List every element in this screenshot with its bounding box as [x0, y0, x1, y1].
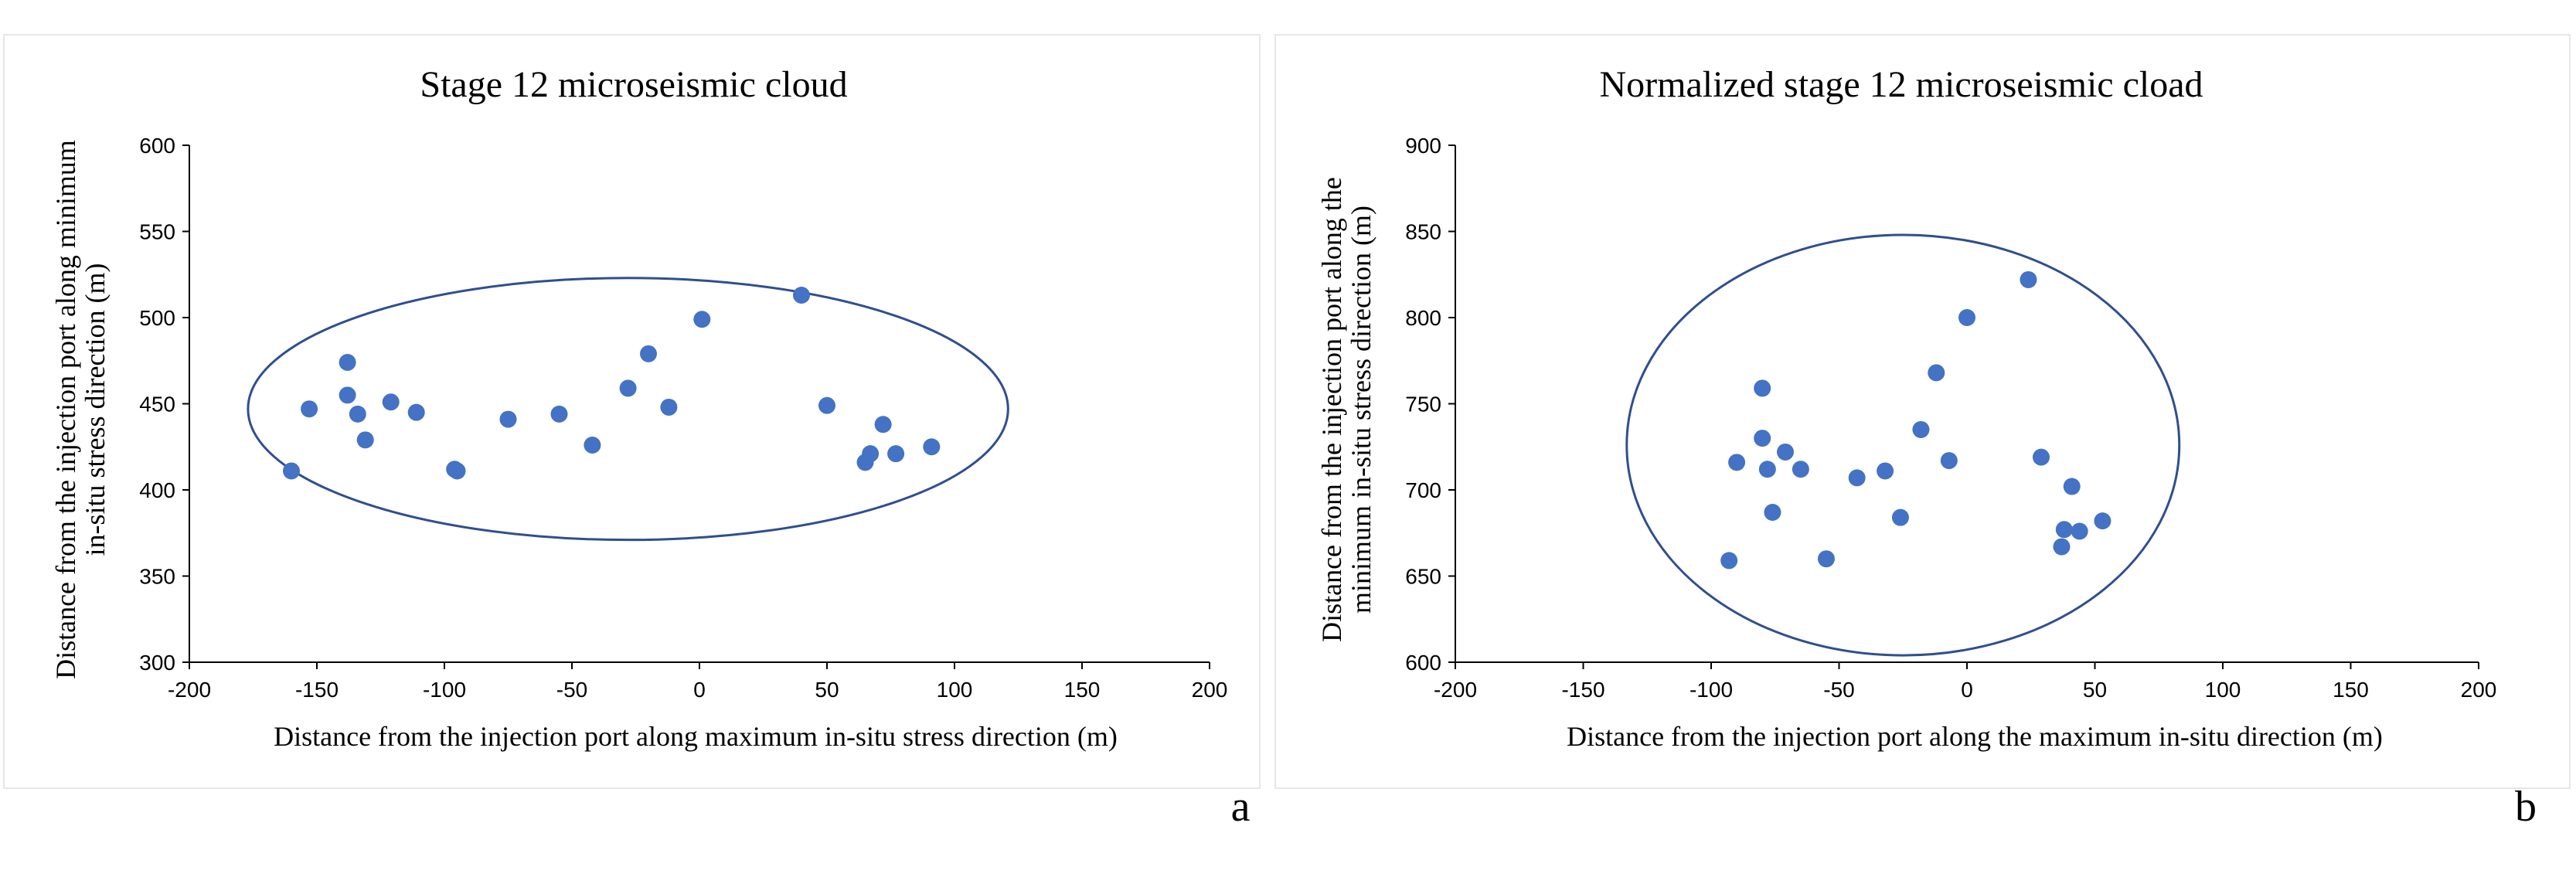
panel-b-data-point — [1776, 443, 1794, 461]
panel-b-x-tick-label: 50 — [2083, 678, 2107, 702]
panel-a-x-tick-label: -50 — [556, 678, 587, 702]
panel-b-data-point — [1891, 508, 1909, 526]
panel-a-x-tick-label: 0 — [693, 678, 706, 702]
panel-b-x-axis-title: Distance from the injection port along t… — [1567, 721, 2383, 752]
panel-a-y-tick-label: 450 — [139, 393, 175, 416]
panel-b-y-axis-title-line-1: Distance from the injection port along t… — [1316, 177, 1347, 642]
panel-a-data-point — [339, 353, 356, 371]
panel-b-x-tick-label: -100 — [1690, 678, 1733, 702]
panel-b-y-tick-label: 750 — [1405, 393, 1441, 416]
panel-b-data-point — [1940, 452, 1958, 470]
panel-b-chart: Normalized stage 12 microseismic cload D… — [1316, 64, 2537, 831]
panel-a-data-point — [923, 438, 941, 456]
panel-b-x-tick-label: -50 — [1823, 678, 1854, 702]
panel-a-data-point — [862, 445, 880, 463]
panel-b-data-point — [2094, 512, 2112, 530]
panel-a-frame — [3, 34, 1261, 789]
panel-b-x-tick-label: -150 — [1561, 678, 1604, 702]
panel-a-x-tick-label: -200 — [168, 678, 211, 702]
panel-a-x-tick-label: -150 — [295, 678, 339, 702]
panel-b-x-tick-label: 100 — [2205, 678, 2241, 702]
panel-b-data-point — [1754, 430, 1771, 447]
panel-b-y-tick-label: 850 — [1405, 220, 1441, 244]
panel-a-plot-area: 300 350 400 450 500 550 600 -200 -150 -100 -50 0 50 1… — [139, 134, 1227, 702]
panel-a-data-point — [693, 311, 711, 328]
panel-b-data-point — [2055, 521, 2073, 539]
panel-a-data-point — [793, 287, 810, 304]
panel-b-data-point — [1728, 454, 1746, 471]
panel-b-data-point — [2071, 522, 2088, 540]
panel-b-x-tick-label: 0 — [1961, 678, 1973, 702]
panel-a-data-point — [640, 345, 657, 362]
panel-b-data-point — [1817, 550, 1835, 568]
panel-b-plot-area: 600 650 700 750 800 850 900 -200 -150 -100 -50 0 50 1… — [1405, 134, 2496, 702]
panel-b-fit-circle — [1625, 233, 2181, 657]
panel-b-data-point — [1928, 364, 1945, 382]
panel-a-data-point — [339, 386, 356, 404]
panel-b-x-tick-label: -200 — [1434, 678, 1477, 702]
panel-a-data-point — [499, 410, 517, 428]
panel-b-y-tick-label: 600 — [1405, 651, 1441, 675]
panel-a-y-axis-title-line-1: Distance from the injection port along m… — [50, 140, 81, 679]
panel-a-y-tick-label: 350 — [139, 565, 175, 589]
panel-a-x-tick-label: -100 — [423, 678, 466, 702]
panel-a-y-tick-label: 400 — [139, 478, 175, 502]
panel-a-y-tick-label: 500 — [139, 306, 175, 330]
panel-a-data-point — [550, 405, 568, 423]
panel-b-data-point — [2032, 448, 2050, 466]
panel-a-x-tick-label: 150 — [1064, 678, 1101, 702]
panel-a-x-tick-label: 200 — [1192, 678, 1228, 702]
panel-b-frame — [1274, 34, 2571, 789]
panel-a-data-point — [301, 400, 318, 418]
panel-a-data-point — [887, 445, 905, 463]
panel-a-x-tick-label: 50 — [815, 678, 839, 702]
panel-b-y-tick-label: 800 — [1405, 306, 1441, 330]
panel-a-data-point — [584, 437, 601, 454]
panel-b-data-point — [1848, 469, 1866, 487]
panel-b-data-point — [1958, 309, 1975, 326]
panel-b-y-axis-title-line-2: minimum in-situ stress direction (m) — [1346, 206, 1376, 614]
panel-a-data-point — [874, 416, 892, 434]
panel-a-data-point — [660, 398, 678, 416]
panel-b-label: b — [2515, 783, 2537, 831]
panel-b-data-point — [2053, 538, 2071, 556]
panel-a-data-point — [349, 405, 366, 423]
panel-a-y-tick-label: 550 — [139, 220, 175, 244]
panel-a-chart: Stage 12 microseismic cloud Distance fro… — [50, 64, 1251, 831]
panel-b-y-tick-label: 700 — [1405, 478, 1441, 502]
panel-b-data-point — [1877, 462, 1894, 480]
panel-b-data-point — [1792, 461, 1809, 478]
panel-b-title: Normalized stage 12 microseismic cload — [1599, 64, 2203, 105]
panel-b-x-tick-label: 150 — [2333, 678, 2369, 702]
panel-a-x-axis-title: Distance from the injection port along m… — [274, 721, 1118, 752]
panel-b-data-point — [2020, 270, 2037, 288]
panel-a-data-point — [619, 379, 637, 397]
panel-b-data-point — [1912, 420, 1930, 438]
panel-a-y-axis-title-line-2: in-situ stress direction (m) — [80, 264, 111, 556]
panel-a-fit-ellipse — [247, 277, 1009, 542]
panel-a-label: a — [1231, 783, 1251, 831]
panel-b-y-tick-label: 650 — [1405, 565, 1441, 589]
panel-a-x-tick-label: 100 — [937, 678, 973, 702]
panel-b-x-tick-label: 200 — [2461, 678, 2497, 702]
panel-a-y-tick-label: 600 — [139, 134, 175, 158]
panel-a-y-tick-label: 300 — [139, 651, 175, 675]
panel-a-data-point — [356, 431, 374, 449]
panel-b-data-point — [1764, 503, 1781, 521]
panel-b-data-point — [1720, 552, 1738, 570]
panel-a-title: Stage 12 microseismic cloud — [420, 64, 847, 105]
panel-a-data-point — [818, 396, 835, 414]
panel-a-data-point — [407, 403, 425, 421]
panel-a-data-point — [448, 462, 466, 480]
panel-b-data-point — [1754, 379, 1771, 397]
panel-a-data-point — [283, 462, 300, 480]
panel-b-data-point — [1758, 461, 1776, 478]
panel-b-y-tick-label: 900 — [1405, 134, 1441, 158]
panel-a-data-point — [382, 393, 400, 411]
panel-b-data-point — [2063, 478, 2081, 495]
